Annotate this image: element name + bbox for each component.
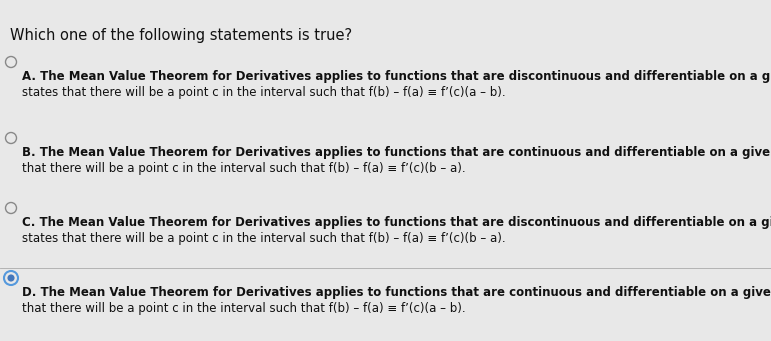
Text: that there will be a point c in the interval such that f(b) – f(a) ≡ f’(c)(b – a: that there will be a point c in the inte… — [22, 162, 466, 175]
Text: C. The Mean Value Theorem for Derivatives applies to functions that are disconti: C. The Mean Value Theorem for Derivative… — [22, 216, 771, 229]
Text: Which one of the following statements is true?: Which one of the following statements is… — [10, 28, 352, 43]
Text: states that there will be a point c in the interval such that f(b) – f(a) ≡ f’(c: states that there will be a point c in t… — [22, 232, 506, 245]
Text: A. The Mean Value Theorem for Derivatives applies to functions that are disconti: A. The Mean Value Theorem for Derivative… — [22, 70, 771, 83]
Circle shape — [8, 275, 14, 281]
Text: D. The Mean Value Theorem for Derivatives applies to functions that are continuo: D. The Mean Value Theorem for Derivative… — [22, 286, 771, 299]
Text: B. The Mean Value Theorem for Derivatives applies to functions that are continuo: B. The Mean Value Theorem for Derivative… — [22, 146, 771, 159]
Text: that there will be a point c in the interval such that f(b) – f(a) ≡ f’(c)(a – b: that there will be a point c in the inte… — [22, 302, 466, 315]
Text: states that there will be a point c in the interval such that f(b) – f(a) ≡ f’(c: states that there will be a point c in t… — [22, 86, 506, 99]
